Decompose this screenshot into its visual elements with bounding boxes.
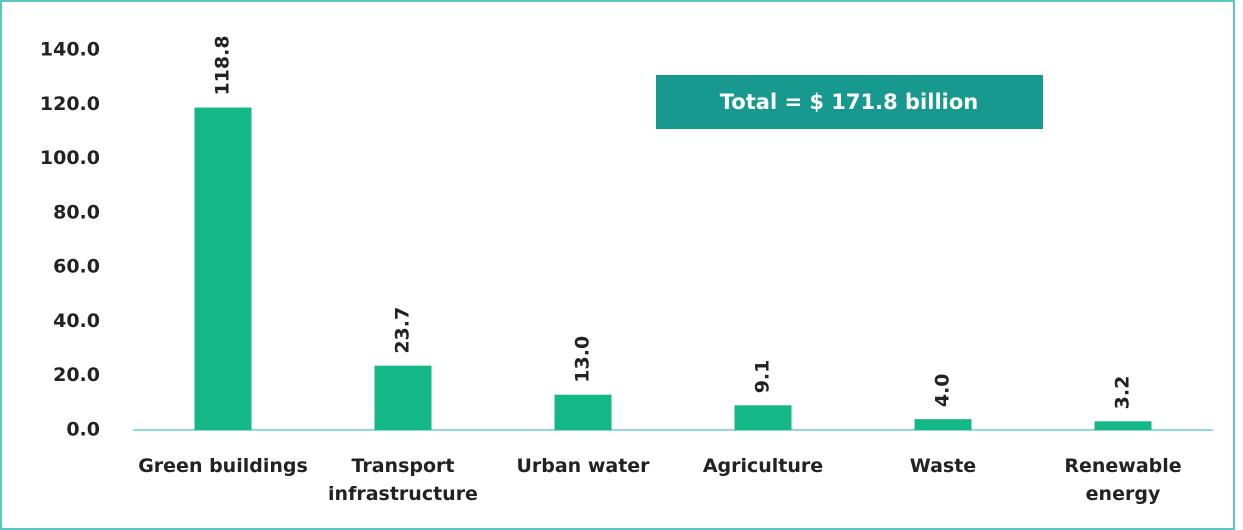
value-label: 13.0	[572, 336, 594, 383]
y-tick-label: 20.0	[53, 364, 100, 386]
bar	[734, 405, 792, 430]
x-tick-label: Green buildings	[138, 455, 308, 477]
bar	[1094, 421, 1152, 430]
annotation: Total = $ 171.8 billion	[720, 90, 978, 114]
x-tick-label: Renewable energy	[1064, 455, 1182, 505]
y-tick-label: 100.0	[40, 147, 100, 169]
value-label: 23.7	[392, 307, 414, 354]
y-tick-label: 80.0	[53, 201, 100, 223]
value-label: 4.0	[932, 373, 954, 407]
y-tick-label: 120.0	[40, 93, 100, 115]
bar	[554, 394, 612, 430]
x-tick-label: Urban water	[516, 455, 650, 477]
value-label: 118.8	[212, 35, 234, 95]
value-label: 3.2	[1112, 376, 1134, 410]
chart: Total = $ 171.8 billion 0.0 20.0 40.0 60.0 8…	[40, 35, 1213, 441]
x-tick-label: Waste	[909, 455, 977, 477]
annotation-box	[656, 75, 1043, 129]
y-tick-label: 60.0	[53, 256, 100, 278]
bar	[194, 107, 252, 431]
value-label: 9.1	[752, 360, 774, 394]
x-tick-label: Agriculture	[702, 455, 824, 477]
y-tick-label: 0.0	[66, 419, 100, 441]
bar	[374, 365, 432, 430]
y-tick-label: 140.0	[40, 39, 100, 61]
bar	[914, 419, 972, 430]
x-tick-label: Transport infrastructure	[328, 455, 478, 505]
y-tick-label: 40.0	[53, 310, 100, 332]
